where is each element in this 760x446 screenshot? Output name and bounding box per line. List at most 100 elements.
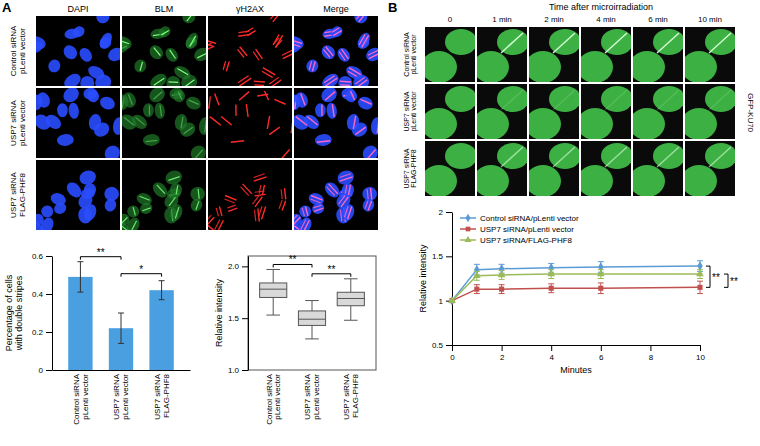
stripe	[149, 105, 150, 115]
stripe	[187, 16, 193, 21]
tick-label: 2	[439, 208, 444, 217]
nucleus	[173, 113, 188, 131]
micrograph	[477, 84, 527, 139]
row-label: USP7 siRNAFLAG-PHF8	[403, 148, 418, 188]
nucleus	[601, 29, 631, 55]
tick: 0	[39, 366, 52, 375]
nucleus	[338, 75, 353, 86]
nucleus	[102, 143, 120, 158]
legend-label: USP7 siRNA/pLenti vector	[480, 225, 574, 234]
nucleus	[326, 102, 338, 119]
nucleus	[633, 108, 665, 139]
nucleus	[633, 165, 665, 196]
micrograph-background	[208, 160, 292, 230]
nucleus	[319, 43, 338, 62]
micrograph	[122, 16, 206, 86]
micrograph	[529, 141, 579, 196]
stripe	[154, 78, 164, 85]
legend-item: USP7 siRNA/FLAG-PHF8	[460, 236, 573, 245]
stripe	[359, 16, 366, 22]
plot-area	[448, 261, 704, 306]
nucleus	[148, 71, 170, 86]
tick: 2.0	[228, 262, 248, 271]
column-header: γH2AX	[236, 4, 264, 14]
stripe	[291, 119, 292, 133]
row-label-line: pLenti vector	[18, 28, 27, 74]
damage-stripe	[709, 90, 731, 110]
nucleus	[425, 165, 457, 196]
marker	[549, 286, 554, 291]
category-label: USP7 siRNAFLAG-PHF8	[153, 373, 171, 419]
stripe	[178, 92, 182, 100]
stripe	[208, 43, 214, 47]
micrograph	[425, 27, 475, 82]
error-bar	[697, 281, 703, 293]
stripe	[294, 39, 302, 43]
tick: 4	[549, 345, 554, 362]
stripe	[340, 84, 350, 86]
whisker-low	[312, 325, 313, 338]
stripe	[254, 84, 264, 86]
marker	[697, 261, 702, 270]
nucleus	[36, 111, 53, 132]
micrograph-background	[208, 88, 292, 158]
tick: 1.0	[228, 366, 248, 375]
stripe	[231, 141, 244, 142]
stripe	[122, 217, 127, 223]
legend-marker	[465, 214, 470, 223]
tick-label: 0.2	[32, 328, 44, 337]
tick: 0.6	[32, 252, 52, 261]
error-bar	[159, 281, 165, 300]
tick-mark	[46, 370, 52, 371]
tick-label: 0.6	[32, 252, 44, 261]
x-axis-title: Minutes	[560, 365, 592, 375]
nucleus	[685, 165, 717, 196]
whisker-high	[312, 301, 313, 311]
stripe	[176, 185, 178, 194]
nucleus	[364, 45, 378, 63]
tick: 8	[649, 345, 654, 362]
nucleus	[549, 29, 579, 55]
stripe	[271, 80, 282, 86]
stripe	[140, 62, 142, 71]
stripe	[269, 77, 278, 84]
stripe	[329, 184, 338, 194]
nucleus	[307, 191, 326, 207]
stripe	[161, 30, 168, 34]
error-bar	[499, 285, 505, 294]
damage-stripe	[605, 33, 627, 53]
marker	[697, 285, 702, 290]
micrograph-background	[208, 16, 292, 86]
stripe	[254, 81, 265, 83]
marker	[598, 286, 603, 291]
stripe	[355, 77, 364, 84]
box	[337, 292, 364, 305]
axis-line	[53, 370, 191, 371]
series-line	[452, 274, 700, 301]
nucleus	[653, 29, 683, 55]
significance-label: **	[730, 276, 738, 287]
nucleus	[355, 31, 372, 51]
stripe	[254, 177, 267, 181]
nucleus	[529, 108, 561, 139]
micrograph	[122, 160, 206, 230]
micrograph	[529, 84, 579, 139]
micrograph	[208, 160, 292, 230]
damage-stripe	[553, 147, 575, 167]
error-bar	[598, 270, 604, 279]
whisker-high-cap	[266, 269, 280, 270]
column-header: 6 min	[648, 15, 668, 24]
nucleus	[56, 133, 74, 147]
stripe	[262, 71, 273, 77]
tick-mark	[242, 370, 248, 371]
nucleus	[163, 46, 181, 65]
stripe	[209, 96, 211, 108]
row-label-line: Control siRNA	[9, 25, 18, 76]
nucleus	[345, 113, 360, 131]
nucleus	[581, 165, 613, 196]
significance-bracket	[724, 274, 728, 287]
plot-area	[260, 269, 365, 338]
stripe	[294, 43, 300, 47]
category-label: Control siRNApLenti vector	[72, 373, 90, 424]
stripe	[239, 92, 249, 101]
